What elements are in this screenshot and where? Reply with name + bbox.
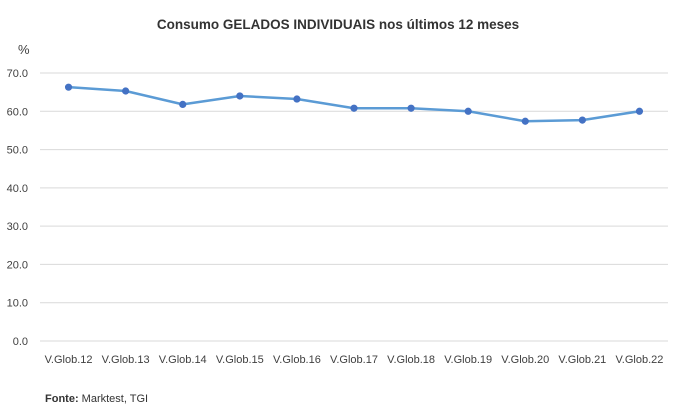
y-tick-label: 60.0 xyxy=(7,106,28,118)
data-point xyxy=(350,104,358,112)
x-tick-label: V.Glob.14 xyxy=(159,354,207,366)
y-axis-ticks: 0.0 10.0 20.0 30.0 40.0 50.0 60.0 70.0 xyxy=(7,68,28,348)
source-text: Marktest, TGI xyxy=(78,393,149,405)
gridlines xyxy=(40,72,668,342)
y-tick-label: 0.0 xyxy=(13,336,28,348)
x-tick-label: V.Glob.17 xyxy=(330,354,378,366)
x-tick-label: V.Glob.22 xyxy=(615,354,663,366)
chart-title: Consumo GELADOS INDIVIDUAIS nos últimos … xyxy=(156,17,520,32)
data-point xyxy=(464,107,472,115)
series-line xyxy=(67,85,641,123)
source-label: Fonte: xyxy=(45,393,79,405)
data-point xyxy=(407,104,415,112)
data-point xyxy=(293,95,301,103)
x-tick-label: V.Glob.18 xyxy=(387,354,435,366)
x-tick-label: V.Glob.21 xyxy=(558,354,606,366)
y-axis-unit-label: % xyxy=(18,42,30,57)
x-axis-ticks: V.Glob.12 V.Glob.13 V.Glob.14 V.Glob.15 V.Gl… xyxy=(45,354,664,366)
x-tick-label: V.Glob.13 xyxy=(102,354,150,366)
data-point xyxy=(122,87,130,95)
y-tick-label: 20.0 xyxy=(7,259,28,271)
source-note: Fonte: Marktest, TGI xyxy=(45,393,148,405)
data-point xyxy=(521,117,529,125)
data-point xyxy=(236,92,244,100)
x-tick-label: V.Glob.19 xyxy=(444,354,492,366)
y-tick-label: 10.0 xyxy=(7,298,28,310)
y-tick-label: 50.0 xyxy=(7,145,28,157)
x-tick-label: V.Glob.20 xyxy=(501,354,549,366)
y-tick-label: 40.0 xyxy=(7,183,28,195)
series-layer xyxy=(64,83,644,125)
y-tick-label: 30.0 xyxy=(7,221,28,233)
data-point xyxy=(64,83,73,91)
x-tick-label: V.Glob.16 xyxy=(273,354,321,366)
data-point xyxy=(635,107,644,115)
data-point xyxy=(179,100,187,108)
x-tick-label: V.Glob.12 xyxy=(45,354,93,366)
data-point xyxy=(578,116,586,124)
x-tick-label: V.Glob.15 xyxy=(216,354,264,366)
y-tick-label: 70.0 xyxy=(7,68,28,80)
